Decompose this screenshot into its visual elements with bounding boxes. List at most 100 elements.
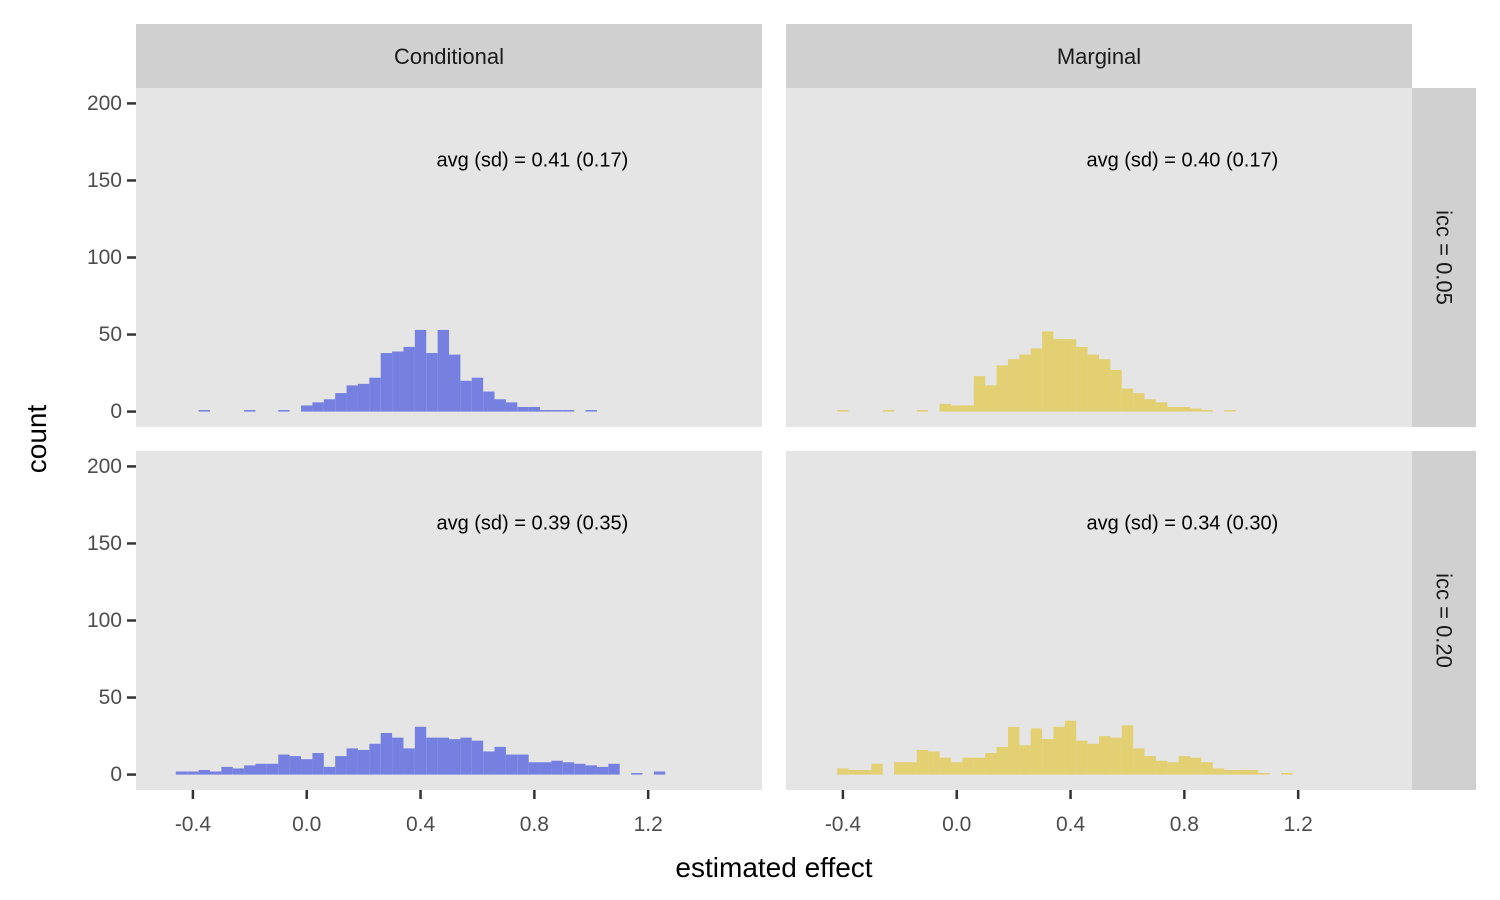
bar-marginal-icc-0-05-19 bbox=[1121, 388, 1134, 412]
bar-conditional-icc-0-20-11 bbox=[301, 759, 313, 775]
bar-marginal-icc-0-20-28 bbox=[1167, 762, 1179, 775]
strip-col-conditional bbox=[136, 24, 762, 88]
bar-conditional-icc-0-20-29 bbox=[505, 754, 518, 775]
bar-marginal-icc-0-05-0 bbox=[837, 410, 849, 412]
bar-conditional-icc-0-20-4 bbox=[221, 766, 233, 775]
bar-marginal-icc-0-05-3 bbox=[939, 403, 952, 412]
bar-marginal-icc-0-20-14 bbox=[1007, 726, 1020, 775]
bar-marginal-icc-0-05-4 bbox=[951, 405, 963, 412]
bar-conditional-icc-0-20-6 bbox=[244, 765, 256, 775]
bar-conditional-icc-0-05-21 bbox=[505, 402, 518, 412]
bar-conditional-icc-0-05-19 bbox=[483, 391, 495, 412]
bar-marginal-icc-0-05-5 bbox=[962, 405, 974, 412]
y-tick-label-icc-0-05-150: 150 bbox=[87, 169, 122, 192]
x-tick-label-marginal-3: 0.8 bbox=[1170, 813, 1199, 836]
bar-conditional-icc-0-05-10 bbox=[380, 353, 393, 412]
bar-conditional-icc-0-05-12 bbox=[403, 346, 415, 412]
y-tick-label-icc-0-20-200: 200 bbox=[87, 455, 122, 478]
bar-marginal-icc-0-05-1 bbox=[882, 410, 895, 412]
annotation-conditional-icc-0-20: avg (sd) = 0.39 (0.35) bbox=[436, 513, 628, 535]
bar-conditional-icc-0-05-3 bbox=[301, 405, 313, 412]
axes: 0 50 100 150 200 0 50 100 150 200 -0.4 0.0 0.4 0.8 1.2… bbox=[87, 92, 1313, 836]
bar-conditional-icc-0-20-32 bbox=[540, 762, 552, 775]
y-tick-label-icc-0-20-150: 150 bbox=[87, 532, 122, 555]
bar-marginal-icc-0-20-16 bbox=[1030, 728, 1043, 775]
bar-marginal-icc-0-05-27 bbox=[1224, 410, 1236, 412]
bar-marginal-icc-0-20-37 bbox=[1281, 773, 1293, 775]
bar-conditional-icc-0-05-25 bbox=[551, 410, 563, 412]
bar-conditional-icc-0-05-0 bbox=[198, 410, 210, 412]
bar-marginal-icc-0-05-10 bbox=[1019, 354, 1031, 412]
bar-conditional-icc-0-20-40 bbox=[653, 771, 666, 775]
bar-conditional-icc-0-05-11 bbox=[392, 351, 404, 412]
bar-conditional-icc-0-20-30 bbox=[517, 754, 529, 775]
bar-conditional-icc-0-20-18 bbox=[380, 732, 393, 775]
bar-conditional-icc-0-05-17 bbox=[460, 380, 472, 412]
bar-conditional-icc-0-20-36 bbox=[585, 765, 597, 775]
bar-conditional-icc-0-20-8 bbox=[266, 763, 279, 775]
strip-col-label-marginal: Marginal bbox=[1057, 44, 1141, 69]
bar-marginal-icc-0-20-31 bbox=[1201, 762, 1213, 775]
x-tick-label-conditional-2: 0.4 bbox=[406, 813, 436, 836]
x-tick-label-conditional-0: -0.4 bbox=[175, 813, 212, 836]
bar-marginal-icc-0-05-2 bbox=[916, 410, 929, 412]
annotation-conditional-icc-0-05: avg (sd) = 0.41 (0.17) bbox=[436, 150, 628, 172]
bar-marginal-icc-0-20-30 bbox=[1190, 757, 1202, 775]
strip-col-label-conditional: Conditional bbox=[394, 44, 504, 69]
strip-row-label-icc-0-05: icc = 0.05 bbox=[1432, 210, 1457, 305]
bar-marginal-icc-0-05-8 bbox=[996, 365, 1008, 412]
y-axis-title: count bbox=[21, 405, 52, 474]
bar-conditional-icc-0-05-27 bbox=[585, 410, 597, 412]
bar-marginal-icc-0-05-12 bbox=[1042, 331, 1054, 412]
bar-conditional-icc-0-05-2 bbox=[278, 410, 290, 412]
histogram-bars bbox=[175, 329, 1293, 775]
bar-conditional-icc-0-20-12 bbox=[312, 753, 324, 775]
bar-conditional-icc-0-20-33 bbox=[551, 760, 563, 775]
x-tick-label-conditional-1: 0.0 bbox=[292, 813, 321, 836]
bar-conditional-icc-0-20-2 bbox=[198, 769, 210, 775]
bar-conditional-icc-0-20-22 bbox=[426, 737, 438, 775]
bar-marginal-icc-0-20-20 bbox=[1076, 740, 1088, 775]
bar-conditional-icc-0-20-21 bbox=[414, 726, 427, 775]
bar-marginal-icc-0-20-12 bbox=[985, 753, 997, 775]
bar-marginal-icc-0-20-2 bbox=[859, 769, 872, 775]
bar-marginal-icc-0-05-20 bbox=[1133, 393, 1145, 412]
bar-conditional-icc-0-20-16 bbox=[357, 749, 370, 775]
strip-col-marginal bbox=[786, 24, 1412, 88]
bar-conditional-icc-0-05-26 bbox=[562, 410, 575, 412]
bar-conditional-icc-0-20-28 bbox=[494, 746, 506, 775]
strip-row-icc-0-20 bbox=[1412, 451, 1476, 790]
bar-marginal-icc-0-05-9 bbox=[1007, 359, 1020, 412]
bar-conditional-icc-0-05-1 bbox=[244, 410, 256, 412]
bar-marginal-icc-0-05-6 bbox=[973, 376, 986, 412]
bar-marginal-icc-0-05-22 bbox=[1155, 402, 1168, 412]
bar-marginal-icc-0-20-24 bbox=[1121, 725, 1134, 775]
bar-marginal-icc-0-20-11 bbox=[973, 757, 986, 775]
bar-conditional-icc-0-20-31 bbox=[528, 762, 541, 775]
bar-conditional-icc-0-20-13 bbox=[323, 766, 336, 775]
bar-conditional-icc-0-20-27 bbox=[483, 751, 495, 775]
bar-conditional-icc-0-20-14 bbox=[335, 756, 347, 775]
bar-conditional-icc-0-20-15 bbox=[346, 748, 358, 775]
bar-marginal-icc-0-20-26 bbox=[1144, 756, 1156, 775]
bar-conditional-icc-0-05-7 bbox=[346, 385, 358, 412]
bar-conditional-icc-0-20-10 bbox=[289, 756, 302, 775]
bar-conditional-icc-0-20-26 bbox=[471, 740, 484, 775]
bar-conditional-icc-0-05-22 bbox=[517, 406, 529, 412]
x-tick-label-marginal-2: 0.4 bbox=[1056, 813, 1086, 836]
bar-marginal-icc-0-20-21 bbox=[1087, 743, 1099, 775]
bar-conditional-icc-0-20-37 bbox=[596, 766, 609, 775]
bar-marginal-icc-0-20-17 bbox=[1042, 739, 1054, 775]
bar-marginal-icc-0-05-15 bbox=[1076, 346, 1088, 412]
bar-conditional-icc-0-20-1 bbox=[187, 771, 199, 775]
x-tick-label-conditional-3: 0.8 bbox=[520, 813, 549, 836]
bar-marginal-icc-0-05-11 bbox=[1030, 348, 1043, 412]
bar-conditional-icc-0-20-20 bbox=[403, 748, 415, 775]
bar-marginal-icc-0-05-23 bbox=[1167, 406, 1179, 412]
bar-marginal-icc-0-05-18 bbox=[1110, 369, 1122, 412]
bar-marginal-icc-0-20-10 bbox=[962, 757, 974, 775]
bar-conditional-icc-0-05-13 bbox=[414, 329, 427, 412]
bar-conditional-icc-0-20-34 bbox=[562, 762, 575, 775]
y-tick-label-icc-0-05-50: 50 bbox=[99, 323, 122, 346]
bar-conditional-icc-0-20-3 bbox=[209, 771, 222, 775]
